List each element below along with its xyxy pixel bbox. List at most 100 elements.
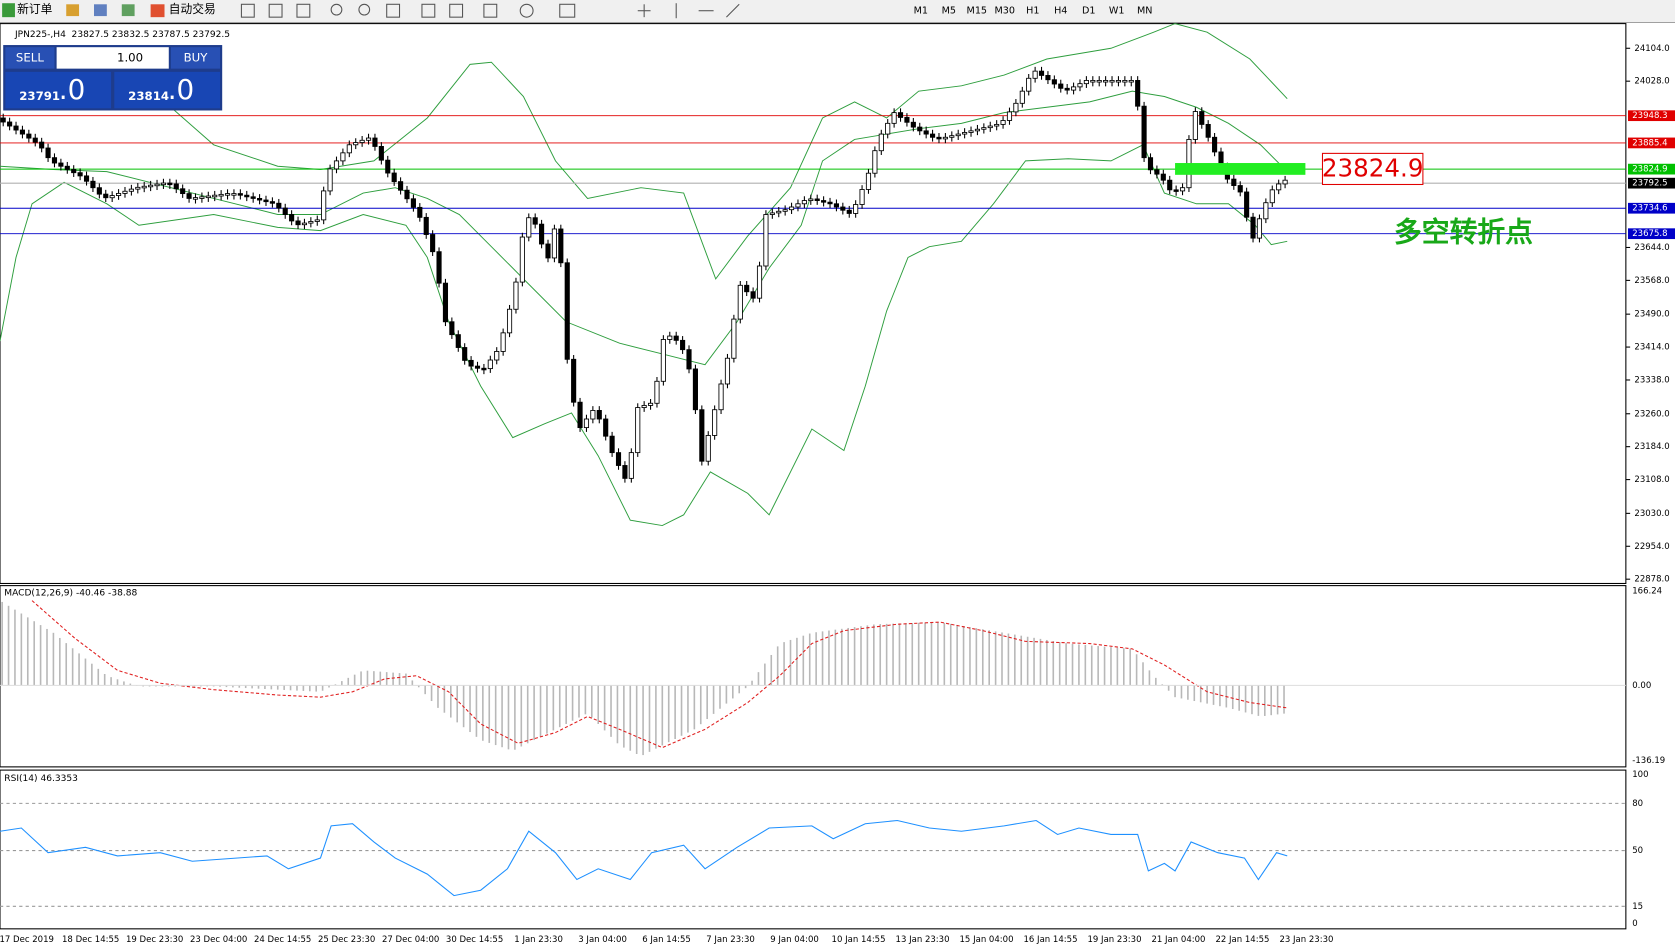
toolbar-icon[interactable] (121, 4, 135, 17)
candle-body (455, 334, 461, 348)
candle-body (1282, 179, 1288, 185)
new-order-icon[interactable] (2, 3, 15, 18)
candle-body (699, 409, 705, 462)
candle-body (141, 185, 147, 189)
candle-body (904, 117, 910, 123)
candle-body (116, 192, 122, 196)
candle-body (1058, 83, 1064, 89)
candle-body (628, 452, 634, 479)
timeframe-button[interactable]: M1 (914, 6, 928, 17)
lot-value[interactable]: 1.00 (117, 50, 143, 64)
tool-icon[interactable] (268, 3, 283, 18)
candle-body (1051, 79, 1057, 85)
timeframe-button[interactable]: H4 (1054, 6, 1067, 17)
price-label: 23338.0 (1634, 375, 1669, 385)
candle-body (833, 203, 839, 208)
candle-body (468, 359, 474, 367)
candle-body (71, 169, 77, 174)
candle-body (974, 128, 981, 132)
sell-price-box[interactable] (5, 71, 112, 109)
timeframe-button[interactable]: D1 (1082, 6, 1096, 17)
zoom-out[interactable] (358, 3, 371, 16)
candle-body (237, 193, 243, 196)
candle-body (1122, 80, 1128, 83)
candle-body (13, 125, 19, 131)
tool-icon[interactable] (449, 3, 464, 18)
candle-body (1000, 120, 1006, 125)
toolbar-icon[interactable] (94, 4, 107, 17)
candle-body (263, 199, 269, 203)
candle-body (936, 136, 942, 140)
candle-body (244, 194, 250, 198)
tool-icon[interactable] (559, 3, 576, 18)
toolbar-icon[interactable] (66, 4, 80, 17)
timeframe-button[interactable]: MN (1137, 6, 1152, 17)
date-label: 25 Dec 23:30 (318, 935, 375, 945)
candle-body (1032, 70, 1038, 79)
candle-body (795, 203, 801, 208)
candle-body (840, 206, 846, 211)
tool-icon[interactable] (483, 3, 498, 18)
candle-body (398, 181, 404, 191)
timeframe-button[interactable]: W1 (1109, 6, 1125, 17)
candle-body (769, 212, 775, 215)
candle-body (26, 133, 32, 139)
candle-body (154, 183, 160, 187)
timeframe-button[interactable]: M5 (942, 6, 956, 17)
candle-body (1147, 157, 1154, 171)
candle-body (756, 265, 763, 299)
timeframe-button[interactable]: M30 (995, 6, 1016, 17)
buy-button[interactable] (170, 47, 221, 69)
candle-body (859, 189, 865, 205)
candle-body (519, 236, 525, 283)
candle-body (744, 284, 750, 293)
candle-body (103, 193, 109, 199)
date-label: 22 Jan 14:55 (1215, 935, 1269, 945)
timeframe-button[interactable]: H1 (1026, 6, 1039, 17)
candle-body (269, 201, 275, 204)
candle-body (526, 217, 532, 238)
tool-icon[interactable] (296, 3, 311, 18)
tool-icon[interactable] (421, 3, 436, 18)
timeframe-button[interactable]: M15 (967, 6, 988, 17)
candle-body (160, 182, 167, 186)
candle-body (853, 204, 859, 214)
level-label: 23885.4 (1632, 138, 1667, 148)
candle-body (276, 202, 282, 209)
candle-body (218, 193, 224, 197)
tool-icon[interactable] (386, 3, 401, 18)
main-chart (0, 23, 1627, 585)
candle-body (635, 407, 641, 454)
level-label: 23734.6 (1632, 204, 1667, 214)
candle-body (1083, 80, 1089, 85)
sell-label[interactable]: SELL (16, 50, 44, 64)
new-order-button[interactable]: 新订单 (17, 2, 52, 16)
buy-price-box[interactable] (114, 71, 221, 109)
sell-button[interactable] (5, 47, 55, 69)
lot-input[interactable] (56, 47, 169, 69)
candle-body (96, 187, 102, 195)
candle-body (1109, 80, 1115, 83)
buy-label[interactable]: BUY (184, 50, 209, 64)
date-label: 16 Jan 14:55 (1023, 935, 1077, 945)
macd-axis-label: -136.19 (1632, 756, 1665, 766)
tool-icon[interactable] (240, 3, 255, 18)
candle-body (391, 172, 397, 183)
macd-histogram (1, 601, 1285, 756)
bollinger-bands (0, 23, 1288, 527)
candle-body (1192, 111, 1198, 140)
clock-icon[interactable] (519, 3, 534, 18)
zoom-in[interactable] (330, 3, 343, 16)
candle-body (942, 136, 948, 140)
price-label: 23184.0 (1634, 442, 1669, 452)
auto-trading-icon[interactable] (150, 4, 165, 18)
price-label: 23414.0 (1634, 343, 1669, 353)
candle-body (994, 123, 1000, 127)
auto-trading-button[interactable]: 自动交易 (169, 2, 216, 16)
candle-body (814, 198, 820, 201)
trend-tool[interactable] (726, 3, 740, 18)
candle-body (333, 160, 340, 170)
date-label: 7 Jan 23:30 (706, 935, 755, 945)
candle-body (199, 196, 205, 199)
